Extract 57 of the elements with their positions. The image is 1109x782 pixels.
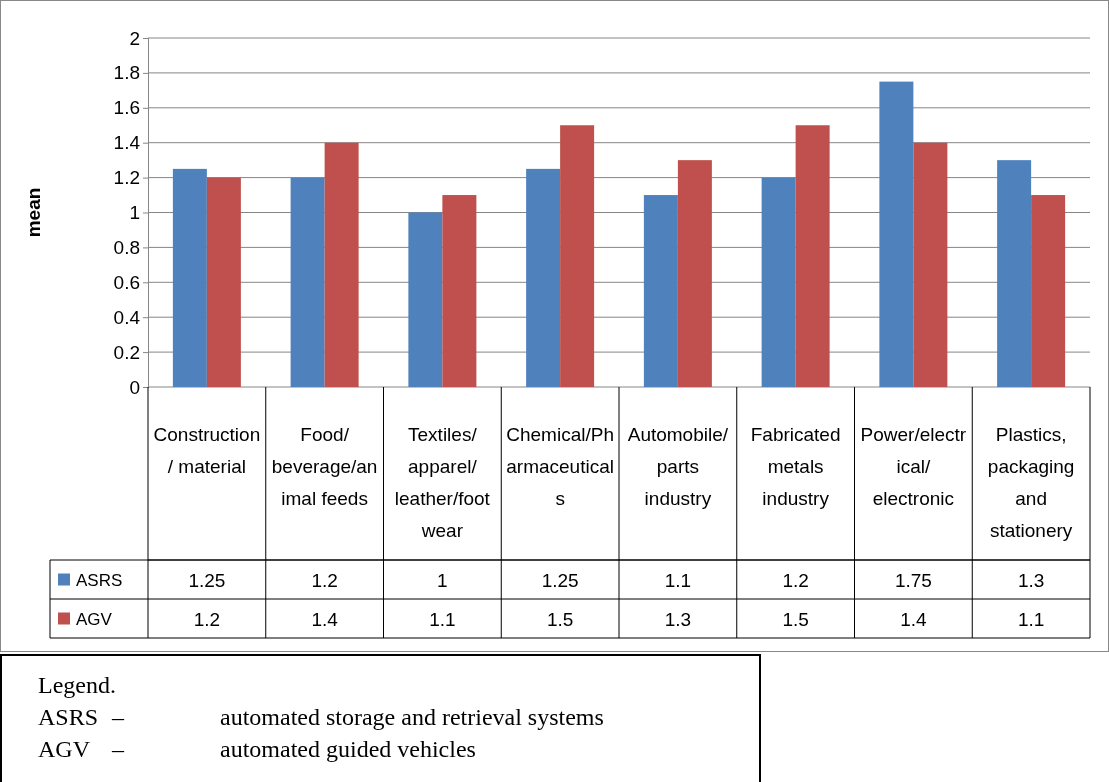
data-label: 1.1 (664, 569, 692, 591)
bar (324, 142, 359, 387)
y-axis-title: mean (23, 187, 44, 238)
data-label: 1.5 (782, 608, 809, 630)
data-label: 1.4 (311, 608, 339, 630)
bar (879, 81, 914, 387)
x-tick-label: Construction/ material (153, 424, 261, 477)
bar (408, 212, 443, 387)
bar (761, 177, 796, 387)
y-tick-label: 0 (129, 376, 140, 398)
x-tick-label: Food/ beverage/animal feeds (271, 424, 378, 509)
bar (997, 160, 1032, 387)
y-tick-label: 1 (129, 202, 140, 224)
bar (560, 125, 595, 387)
data-label: 1.4 (900, 608, 928, 630)
x-tick-label: Power/electrical/ electronic (860, 424, 967, 509)
data-label: 1.3 (1017, 569, 1045, 591)
data-label: 1.2 (193, 608, 221, 630)
bar (643, 195, 678, 387)
data-label: 1.1 (429, 608, 456, 630)
y-tick-label: 2 (129, 27, 140, 49)
bar (913, 142, 948, 387)
bar (795, 125, 830, 387)
y-tick-label: 1.8 (113, 62, 140, 84)
legend-label: AGV (76, 609, 113, 629)
bar (526, 168, 561, 387)
bar (290, 177, 325, 387)
data-label: 1.25 (188, 569, 226, 591)
y-tick-label: 1.4 (113, 132, 141, 154)
x-tick-label: Fabricated metals industry (750, 424, 841, 509)
x-tick-label: Plastics, packaging and stationery (987, 424, 1075, 541)
data-label: 1.3 (664, 608, 692, 630)
x-tick-label: Automobile/parts industry (627, 424, 729, 509)
bar (172, 168, 207, 387)
data-label: 1.75 (894, 569, 932, 591)
y-tick-label: 1.6 (113, 97, 140, 119)
legend-label: ASRS (76, 570, 123, 590)
x-tick-label: Textiles/ apparel/ leather/footwear (394, 424, 491, 541)
text: Legend. (38, 672, 116, 698)
text: ASRS – automated storage and retrieval systems (38, 704, 604, 730)
y-tick-label: 0.8 (113, 236, 140, 258)
y-tick-label: 0.6 (113, 271, 140, 293)
text: AGV – automated guided vehicles (38, 736, 476, 762)
data-label: 1.2 (311, 569, 338, 591)
data-label: 1.5 (546, 608, 574, 630)
data-label: 1.1 (1017, 608, 1045, 630)
bar (677, 160, 712, 387)
y-tick-label: 0.2 (113, 341, 140, 363)
bar (206, 177, 241, 387)
data-label: 1.2 (782, 569, 809, 591)
data-label: 1 (437, 569, 448, 591)
bar (1031, 195, 1066, 387)
bar (442, 195, 477, 387)
x-tick-label: Chemical/Pharmaceuticals (506, 424, 614, 509)
y-tick-label: 0.4 (113, 306, 141, 328)
y-tick-label: 1.2 (113, 167, 140, 189)
data-label: 1.25 (541, 569, 579, 591)
